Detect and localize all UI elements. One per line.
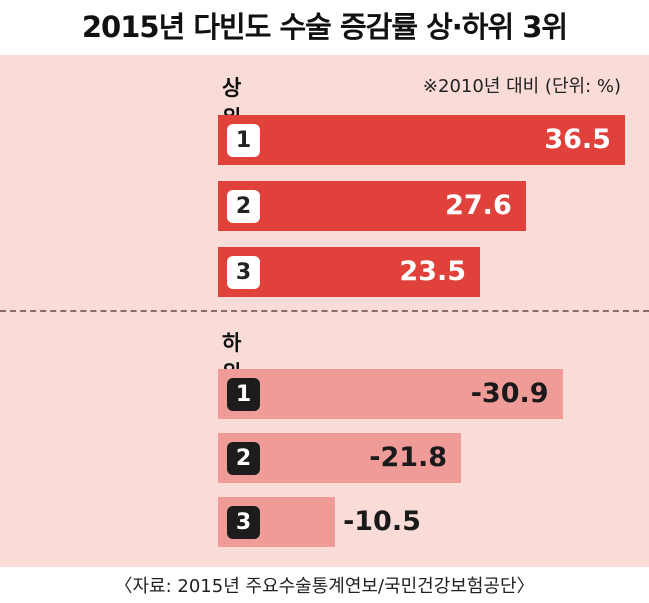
divider	[0, 310, 649, 312]
rank-badge: 1	[227, 124, 260, 157]
value-label: -21.8	[369, 442, 448, 473]
rank-badge: 1	[227, 378, 260, 411]
title: 2015년 다빈도 수술 증감률 상·하위 3위	[81, 10, 568, 44]
rank-badge: 2	[227, 442, 260, 475]
rank-badge: 3	[227, 256, 260, 289]
value-label: -10.5	[343, 506, 421, 537]
value-label: 36.5	[544, 124, 611, 155]
bar	[218, 115, 625, 165]
value-label: -30.9	[470, 378, 549, 409]
rank-badge: 2	[227, 190, 260, 223]
bar	[218, 369, 563, 419]
unit-note: ※2010년 대비 (단위: %)	[422, 76, 621, 97]
bar	[218, 181, 526, 231]
bar	[218, 247, 481, 297]
value-label: 27.6	[445, 190, 512, 221]
rank-badge: 3	[227, 506, 260, 539]
value-label: 23.5	[399, 256, 467, 287]
source: 〈자료: 2015년 주요수술통계연보/국민건강보험공단〉	[114, 576, 535, 597]
